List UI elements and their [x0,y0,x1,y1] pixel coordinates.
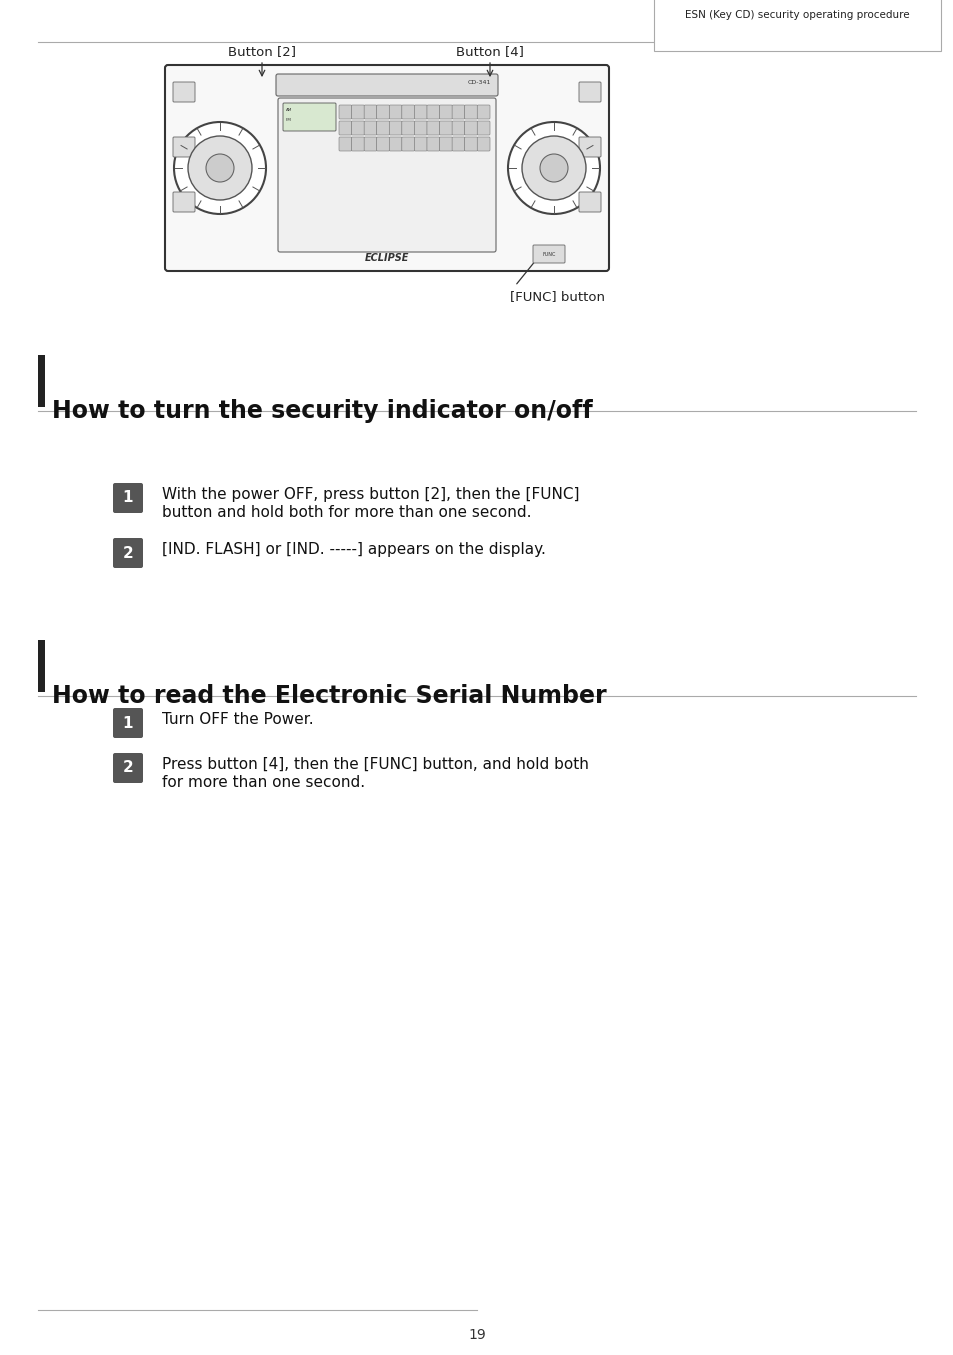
FancyBboxPatch shape [464,121,476,136]
FancyBboxPatch shape [352,121,364,136]
FancyBboxPatch shape [277,98,496,252]
Text: FUNC: FUNC [541,252,555,256]
Text: Button [2]: Button [2] [228,45,295,58]
Text: ECLIPSE: ECLIPSE [364,253,409,263]
Text: 19: 19 [468,1328,485,1341]
Bar [38,640,45,692]
FancyBboxPatch shape [476,104,490,119]
FancyBboxPatch shape [464,104,476,119]
FancyBboxPatch shape [275,75,497,96]
FancyBboxPatch shape [389,121,401,136]
FancyBboxPatch shape [452,104,464,119]
Text: Press button [4], then the [FUNC] button, and hold both: Press button [4], then the [FUNC] button… [162,757,588,772]
FancyBboxPatch shape [414,137,427,150]
FancyBboxPatch shape [364,121,376,136]
FancyBboxPatch shape [578,137,600,157]
FancyBboxPatch shape [172,137,194,157]
FancyBboxPatch shape [352,104,364,119]
FancyBboxPatch shape [172,83,194,102]
FancyBboxPatch shape [452,137,464,150]
FancyBboxPatch shape [414,104,427,119]
FancyBboxPatch shape [476,137,490,150]
FancyBboxPatch shape [352,137,364,150]
Text: CD-341: CD-341 [467,80,491,85]
FancyBboxPatch shape [338,137,352,150]
Circle shape [206,154,233,182]
FancyBboxPatch shape [401,121,415,136]
Text: 2: 2 [123,760,133,775]
Text: How to turn the security indicator on/off: How to turn the security indicator on/of… [52,398,592,423]
Text: With the power OFF, press button [2], then the [FUNC]: With the power OFF, press button [2], th… [162,486,578,501]
Text: for more than one second.: for more than one second. [162,775,365,790]
FancyBboxPatch shape [401,137,415,150]
Circle shape [539,154,567,182]
FancyBboxPatch shape [427,137,439,150]
FancyBboxPatch shape [112,538,143,568]
Text: AM: AM [286,108,292,112]
FancyBboxPatch shape [439,104,452,119]
Text: [FUNC] button: [FUNC] button [510,290,604,304]
Text: 2: 2 [123,546,133,561]
FancyBboxPatch shape [389,104,401,119]
Circle shape [507,122,599,214]
FancyBboxPatch shape [112,482,143,514]
Circle shape [188,136,252,201]
Text: How to read the Electronic Serial Number: How to read the Electronic Serial Number [52,684,606,709]
FancyBboxPatch shape [578,83,600,102]
FancyBboxPatch shape [439,137,452,150]
Text: FM: FM [286,118,292,122]
FancyBboxPatch shape [338,104,352,119]
FancyBboxPatch shape [414,121,427,136]
Text: Turn OFF the Power.: Turn OFF the Power. [162,711,314,728]
FancyBboxPatch shape [364,137,376,150]
FancyBboxPatch shape [112,709,143,738]
FancyBboxPatch shape [427,104,439,119]
Text: ESN (Key CD) security operating procedure: ESN (Key CD) security operating procedur… [684,9,909,20]
Text: 1: 1 [123,491,133,505]
FancyBboxPatch shape [376,104,389,119]
FancyBboxPatch shape [389,137,401,150]
Text: [IND. FLASH] or [IND. -----] appears on the display.: [IND. FLASH] or [IND. -----] appears on … [162,542,545,557]
FancyBboxPatch shape [165,65,608,271]
FancyBboxPatch shape [364,104,376,119]
FancyBboxPatch shape [452,121,464,136]
FancyBboxPatch shape [283,103,335,131]
Text: 1: 1 [123,715,133,730]
FancyBboxPatch shape [533,245,564,263]
FancyBboxPatch shape [401,104,415,119]
FancyBboxPatch shape [464,137,476,150]
Circle shape [173,122,266,214]
FancyBboxPatch shape [172,192,194,211]
FancyBboxPatch shape [578,192,600,211]
Text: Button [4]: Button [4] [456,45,523,58]
Bar [38,355,45,406]
FancyBboxPatch shape [376,121,389,136]
FancyBboxPatch shape [112,753,143,783]
FancyBboxPatch shape [439,121,452,136]
Text: button and hold both for more than one second.: button and hold both for more than one s… [162,505,531,520]
FancyBboxPatch shape [427,121,439,136]
FancyBboxPatch shape [476,121,490,136]
FancyBboxPatch shape [338,121,352,136]
FancyBboxPatch shape [376,137,389,150]
Circle shape [521,136,585,201]
